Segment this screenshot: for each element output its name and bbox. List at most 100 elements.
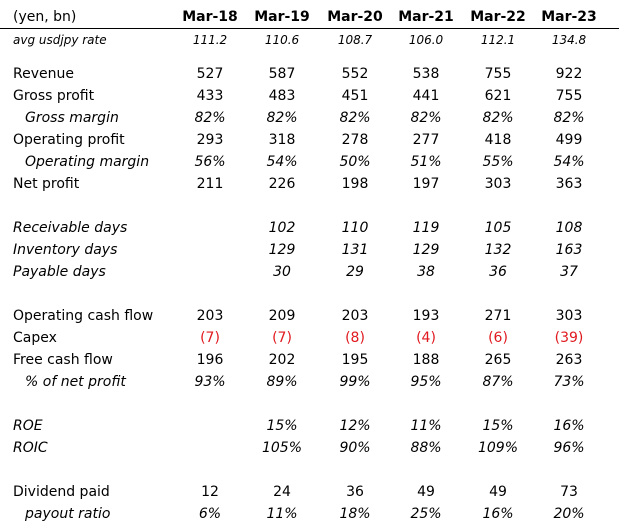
value-cell: 755	[555, 88, 583, 104]
row-label: ROE	[13, 418, 43, 434]
value-cell: 102	[268, 220, 296, 236]
value-cell: 36	[489, 264, 507, 280]
value-cell: 49	[489, 484, 507, 500]
value-cell: 263	[555, 352, 583, 368]
value-cell: (4)	[416, 330, 436, 346]
value-cell: 193	[412, 308, 440, 324]
row-label: Revenue	[13, 66, 74, 82]
value-cell: 16%	[553, 418, 585, 434]
value-cell: 552	[341, 66, 369, 82]
value-cell: 29	[346, 264, 364, 280]
value-cell: 37	[560, 264, 578, 280]
value-cell: 73%	[553, 374, 585, 390]
row-label: Operating cash flow	[13, 308, 154, 324]
value-cell: 433	[196, 88, 224, 104]
row-label: ROIC	[13, 440, 48, 456]
row-label: Gross profit	[13, 88, 95, 104]
value-cell: 499	[555, 132, 583, 148]
value-cell: 303	[484, 176, 512, 192]
value-cell: 24	[273, 484, 291, 500]
row-receivable-days: Receivable days 102 110 119 105 108	[0, 217, 619, 239]
value-cell: 82%	[339, 110, 371, 126]
value-cell: 30	[273, 264, 291, 280]
year-header-mar-19: Mar-19	[254, 9, 310, 25]
value-cell: (6)	[488, 330, 508, 346]
value-cell: 93%	[194, 374, 226, 390]
value-cell: 105	[484, 220, 512, 236]
value-cell: 538	[412, 66, 440, 82]
row-label: Capex	[13, 330, 57, 346]
value-cell: 209	[268, 308, 296, 324]
year-header-mar-20: Mar-20	[327, 9, 383, 25]
value-cell: 111.2	[192, 33, 228, 47]
value-cell: 88%	[410, 440, 442, 456]
value-cell: 129	[412, 242, 440, 258]
value-cell: 109%	[477, 440, 519, 456]
row-payable-days: Payable days 30 29 38 36 37	[0, 261, 619, 283]
row-net-profit: Net profit 211 226 198 197 303 363	[0, 173, 619, 195]
row-operating-cash-flow: Operating cash flow 203 209 203 193 271 303	[0, 305, 619, 327]
value-cell: (39)	[554, 330, 584, 346]
value-cell: 87%	[482, 374, 514, 390]
value-cell: 293	[196, 132, 224, 148]
row-label: Payable days	[13, 264, 106, 280]
value-cell: 587	[268, 66, 296, 82]
value-cell: (7)	[272, 330, 292, 346]
value-cell: 129	[268, 242, 296, 258]
year-header-mar-23: Mar-23	[541, 9, 597, 25]
value-cell: 226	[268, 176, 296, 192]
row-label: Net profit	[13, 176, 80, 192]
value-cell: 6%	[198, 506, 222, 522]
value-cell: 621	[484, 88, 512, 104]
value-cell: 418	[484, 132, 512, 148]
value-cell: 119	[412, 220, 440, 236]
unit-label: (yen, bn)	[13, 9, 77, 25]
value-cell: 106.0	[408, 33, 444, 47]
value-cell: 132	[484, 242, 512, 258]
value-cell: 49	[417, 484, 435, 500]
row-gross-profit: Gross profit 433 483 451 441 621 755	[0, 85, 619, 107]
value-cell: 451	[341, 88, 369, 104]
value-cell: 15%	[266, 418, 298, 434]
value-cell: 196	[196, 352, 224, 368]
value-cell: 82%	[482, 110, 514, 126]
value-cell: 265	[484, 352, 512, 368]
year-header-mar-22: Mar-22	[470, 9, 526, 25]
value-cell: 112.1	[480, 33, 516, 47]
row-label: % of net profit	[25, 374, 126, 390]
value-cell: 95%	[410, 374, 442, 390]
value-cell: 82%	[266, 110, 298, 126]
value-cell: 271	[484, 308, 512, 324]
value-cell: 203	[196, 308, 224, 324]
row-operating-profit: Operating profit 293 318 278 277 418 499	[0, 129, 619, 151]
value-cell: 441	[412, 88, 440, 104]
value-cell: 25%	[410, 506, 442, 522]
value-cell: 90%	[339, 440, 371, 456]
value-cell: 278	[341, 132, 369, 148]
value-cell: 50%	[339, 154, 371, 170]
row-gross-margin: Gross margin 82% 82% 82% 82% 82% 82%	[0, 107, 619, 129]
value-cell: 12	[201, 484, 219, 500]
value-cell: 82%	[410, 110, 442, 126]
value-cell: 105%	[261, 440, 303, 456]
value-cell: 82%	[194, 110, 226, 126]
row-roe: ROE 15% 12% 11% 15% 16%	[0, 415, 619, 437]
value-cell: 55%	[482, 154, 514, 170]
year-header-mar-21: Mar-21	[398, 9, 454, 25]
value-cell: 20%	[553, 506, 585, 522]
row-label: Receivable days	[13, 220, 128, 236]
row-inventory-days: Inventory days 129 131 129 132 163	[0, 239, 619, 261]
value-cell: 110.6	[264, 33, 300, 47]
value-cell: (8)	[345, 330, 365, 346]
row-roic: ROIC 105% 90% 88% 109% 96%	[0, 437, 619, 459]
value-cell: 131	[341, 242, 369, 258]
value-cell: 363	[555, 176, 583, 192]
value-cell: 12%	[339, 418, 371, 434]
value-cell: 755	[484, 66, 512, 82]
value-cell: 197	[412, 176, 440, 192]
row-operating-margin: Operating margin 56% 54% 50% 51% 55% 54%	[0, 151, 619, 173]
value-cell: 211	[196, 176, 224, 192]
value-cell: 203	[341, 308, 369, 324]
value-cell: 56%	[194, 154, 226, 170]
